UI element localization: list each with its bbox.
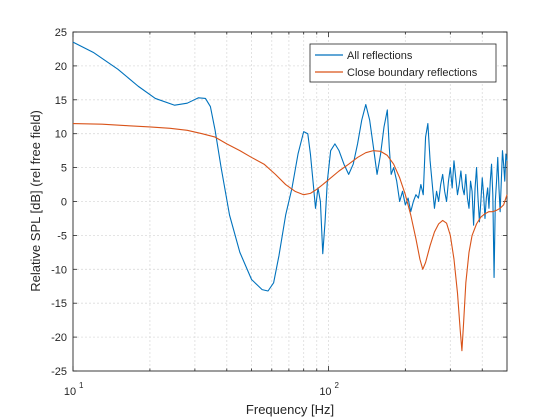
legend-label-all-reflections: All reflections xyxy=(347,50,413,62)
y-tick-label: 10 xyxy=(55,129,67,141)
x-tick-label-exponent: 1 xyxy=(79,381,84,390)
y-axis-label: Relative SPL [dB] (rel free field) xyxy=(28,110,43,292)
x-tick-label: 10 xyxy=(64,386,76,398)
x-tick-label-exponent: 2 xyxy=(334,381,339,390)
y-tick-label: 20 xyxy=(55,61,67,73)
y-tick-label: 15 xyxy=(55,95,67,107)
x-tick-label: 10 xyxy=(319,386,331,398)
legend-box xyxy=(309,43,497,83)
series-group xyxy=(72,41,508,352)
y-tick-label: -25 xyxy=(51,366,67,378)
y-tick-label: 5 xyxy=(61,163,67,175)
y-tick-label: -20 xyxy=(51,332,67,344)
y-tick-label: -10 xyxy=(51,264,67,276)
y-tick-label: 25 xyxy=(55,27,67,39)
axes-box xyxy=(72,31,508,372)
y-tick-label: 0 xyxy=(61,197,67,209)
legend-label-close-boundary: Close boundary reflections xyxy=(347,67,478,79)
legend: All reflections Close boundary reflectio… xyxy=(309,43,497,83)
axes xyxy=(72,31,508,372)
x-axis-label: Frequency [Hz] xyxy=(246,402,334,417)
y-tick-label: -15 xyxy=(51,298,67,310)
series-line-all-reflections xyxy=(72,41,508,292)
y-tick-label: -5 xyxy=(57,230,67,242)
grid xyxy=(73,32,507,371)
series-line-close-boundary-reflections xyxy=(72,122,508,352)
